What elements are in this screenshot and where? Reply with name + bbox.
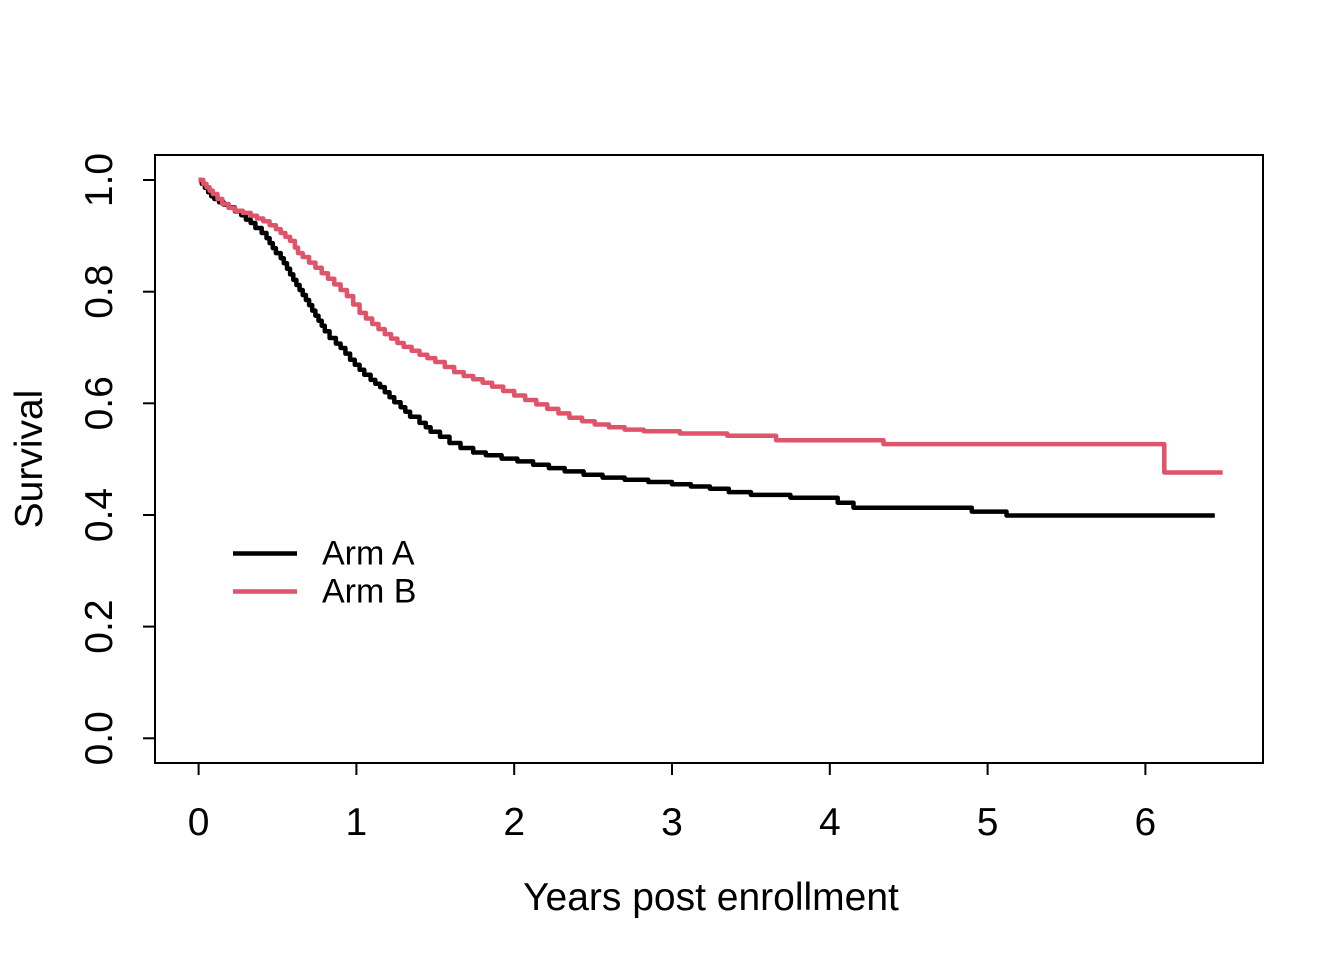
x-tick-label-1: 1: [346, 801, 368, 844]
x-axis-title: Years post enrollment: [523, 876, 899, 919]
x-tick-label-3: 3: [661, 801, 683, 844]
x-tick-label-5: 5: [977, 801, 999, 844]
plot-box: [154, 154, 1264, 764]
x-tick-label-0: 0: [188, 801, 210, 844]
legend-label-arm-b: Arm B: [322, 573, 416, 611]
y-tick-label-0.2: 0.2: [78, 599, 121, 653]
legend-label-arm-a: Arm A: [322, 535, 415, 573]
curve-arm-a: [198, 177, 1215, 518]
x-tick-label-2: 2: [503, 801, 525, 844]
y-tick-label-0.4: 0.4: [78, 488, 121, 542]
x-tick-label-6: 6: [1135, 801, 1157, 844]
y-tick-label-0.0: 0.0: [78, 711, 121, 765]
curve-arm-b: [198, 177, 1223, 475]
y-tick-label-0.8: 0.8: [78, 265, 121, 319]
x-tick-label-4: 4: [819, 801, 841, 844]
y-tick-label-0.6: 0.6: [78, 376, 121, 430]
y-tick-label-1.0: 1.0: [78, 153, 121, 207]
